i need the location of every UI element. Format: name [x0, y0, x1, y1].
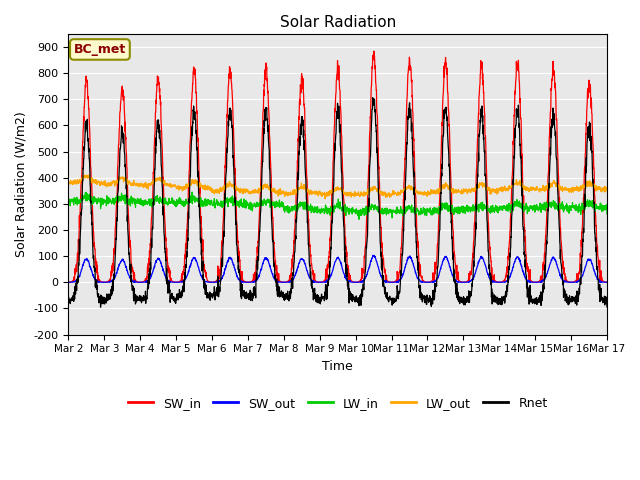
SW_in	[215, 276, 223, 282]
Title: Solar Radiation: Solar Radiation	[280, 15, 396, 30]
LW_in	[556, 204, 564, 210]
LW_in	[355, 216, 363, 222]
LW_out	[354, 191, 362, 196]
SW_in	[365, 165, 373, 171]
LW_in	[353, 211, 361, 216]
SW_in	[556, 214, 564, 220]
LW_out	[556, 187, 564, 193]
LW_out	[65, 181, 72, 187]
Rnet	[556, 240, 564, 245]
LW_in	[65, 196, 72, 202]
Rnet	[369, 95, 376, 101]
LW_in	[571, 205, 579, 211]
SW_out	[603, 279, 611, 285]
LW_out	[495, 190, 502, 195]
X-axis label: Time: Time	[323, 360, 353, 373]
LW_in	[215, 202, 223, 207]
SW_out	[495, 279, 502, 285]
SW_in	[370, 48, 378, 54]
LW_in	[495, 206, 502, 212]
LW_out	[215, 188, 223, 194]
Rnet	[571, 297, 579, 303]
SW_out	[215, 278, 223, 284]
Rnet	[365, 204, 373, 209]
Rnet	[215, 291, 223, 297]
Line: Rnet: Rnet	[68, 98, 607, 307]
LW_in	[365, 207, 373, 213]
SW_in	[571, 279, 579, 285]
LW_out	[81, 172, 88, 178]
SW_in	[65, 279, 72, 285]
SW_out	[130, 279, 138, 285]
SW_out	[369, 252, 377, 258]
SW_out	[365, 265, 373, 271]
Legend: SW_in, SW_out, LW_in, LW_out, Rnet: SW_in, SW_out, LW_in, LW_out, Rnet	[123, 392, 553, 415]
LW_out	[571, 187, 579, 193]
SW_in	[603, 279, 611, 285]
LW_out	[365, 190, 373, 195]
Rnet	[603, 304, 611, 310]
SW_in	[353, 279, 361, 285]
SW_out	[556, 271, 564, 277]
SW_in	[495, 279, 502, 285]
Rnet	[97, 304, 104, 310]
Rnet	[495, 296, 502, 301]
SW_in	[95, 279, 102, 285]
Rnet	[65, 294, 72, 300]
Text: BC_met: BC_met	[74, 43, 126, 56]
Y-axis label: Solar Radiation (W/m2): Solar Radiation (W/m2)	[15, 111, 28, 257]
Rnet	[353, 298, 361, 304]
LW_in	[188, 189, 196, 195]
SW_out	[571, 279, 579, 285]
SW_out	[65, 279, 72, 285]
LW_in	[603, 211, 611, 216]
Line: LW_out: LW_out	[68, 175, 607, 199]
LW_out	[321, 196, 329, 202]
Line: LW_in: LW_in	[68, 192, 607, 219]
SW_out	[353, 279, 361, 285]
Line: SW_out: SW_out	[68, 255, 607, 282]
Line: SW_in: SW_in	[68, 51, 607, 282]
LW_out	[603, 186, 611, 192]
